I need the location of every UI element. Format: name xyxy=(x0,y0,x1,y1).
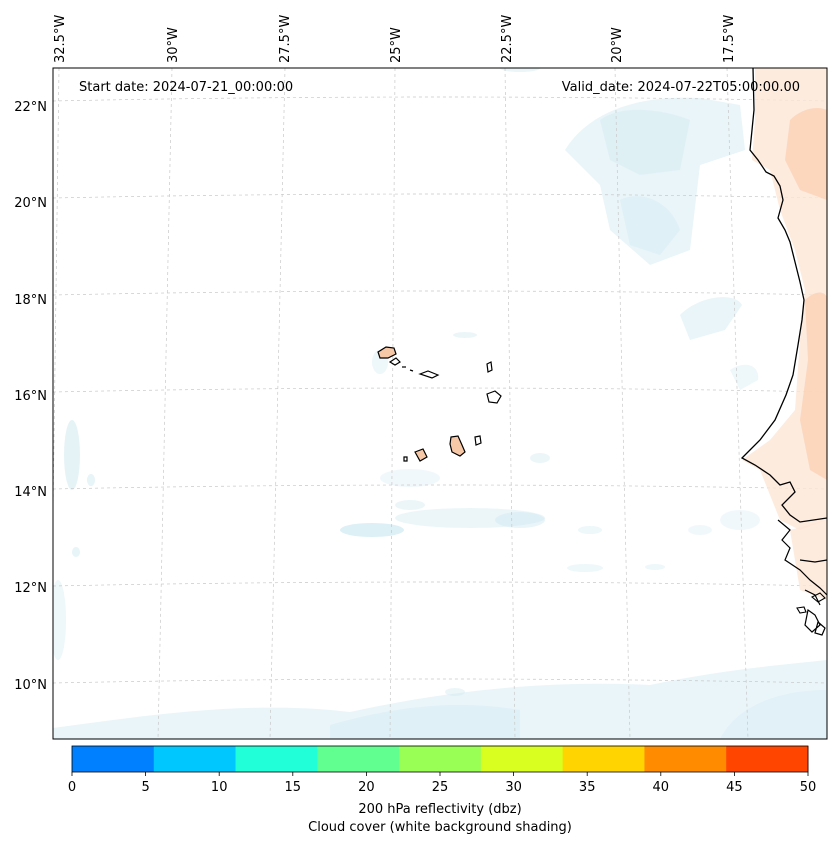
guinea-bissau-coast xyxy=(796,592,826,614)
lat-label-12: 12°N xyxy=(14,581,47,596)
lat-label-10: 10°N xyxy=(14,678,47,693)
colorbar-segment xyxy=(562,746,645,772)
colorbar-segment xyxy=(317,746,400,772)
start-date-label: Start date: 2024-07-21_00:00:00 xyxy=(79,80,293,95)
latitude-labels: 22°N 20°N 18°N 16°N 14°N 12°N 10°N xyxy=(14,100,47,693)
lon-label-27-5: 27.5°W xyxy=(278,15,293,63)
lon-label-30: 30°W xyxy=(166,27,181,63)
lon-label-20: 20°W xyxy=(610,27,625,63)
colorbar-segment xyxy=(153,746,237,772)
graticule xyxy=(53,68,827,739)
colorbar-tick-label: 10 xyxy=(211,780,228,795)
colorbar-segment xyxy=(72,746,155,772)
colorbar-segment xyxy=(235,746,318,772)
african-coastline xyxy=(740,68,827,523)
colorbar-tick-label: 25 xyxy=(432,780,449,795)
valid-date-label: Valid_date: 2024-07-22T05:00:00.00 xyxy=(562,80,800,95)
colorbar-segment xyxy=(399,746,482,772)
lon-label-22-5: 22.5°W xyxy=(500,15,515,63)
cloud-cover-shading xyxy=(53,68,827,739)
lat-label-14: 14°N xyxy=(14,485,47,500)
colorbar-tick-label: 30 xyxy=(505,780,522,795)
colorbar-tick-label: 45 xyxy=(726,780,743,795)
land-reflectivity-shading xyxy=(742,68,827,600)
lat-label-22: 22°N xyxy=(14,100,47,115)
lat-label-16: 16°N xyxy=(14,389,47,404)
map-area xyxy=(53,68,827,739)
lat-label-20: 20°N xyxy=(14,196,47,211)
lat-label-18: 18°N xyxy=(14,293,47,308)
colorbar-tick-label: 20 xyxy=(358,780,375,795)
colorbar-tick-label: 40 xyxy=(653,780,670,795)
colorbar-title: 200 hPa reflectivity (dbz) xyxy=(358,802,521,817)
cape-verde-islands xyxy=(377,346,502,462)
colorbar-segment xyxy=(644,746,727,772)
colorbar-tick-label: 5 xyxy=(141,780,149,795)
colorbar-segment xyxy=(726,746,809,772)
colorbar-subtitle: Cloud cover (white background shading) xyxy=(308,820,572,835)
colorbar-segment xyxy=(480,746,564,772)
longitude-labels: 32.5°W 30°W 27.5°W 25°W 22.5°W 20°W 17.5… xyxy=(53,15,737,63)
colorbar: 0 5 10 15 20 25 30 35 40 45 50 xyxy=(68,745,817,795)
map-frame xyxy=(52,67,828,740)
colorbar-tick-label: 35 xyxy=(579,780,596,795)
lon-label-25: 25°W xyxy=(389,27,404,63)
colorbar-tick-label: 0 xyxy=(68,780,76,795)
colorbar-tick-label: 15 xyxy=(285,780,302,795)
colorbar-tick-label: 50 xyxy=(800,780,817,795)
lon-label-32-5: 32.5°W xyxy=(53,15,68,63)
lon-label-17-5: 17.5°W xyxy=(722,15,737,63)
